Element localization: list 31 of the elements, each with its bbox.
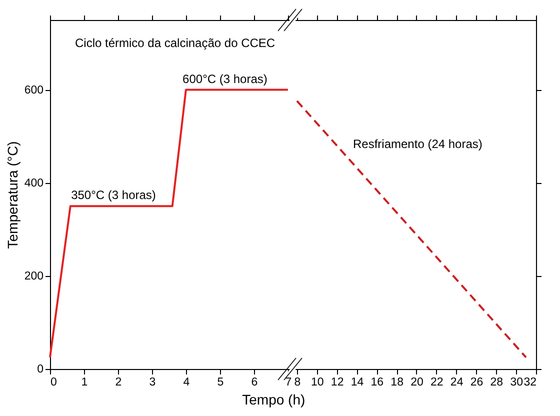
x-tick-label: 20 [410, 376, 424, 388]
x-tick-label: 2 [115, 376, 122, 388]
x-tick-label: 5 [217, 376, 224, 388]
x-tick-label: 4 [183, 376, 190, 388]
y-tick-label: 400 [24, 177, 44, 190]
x-tick-label: 10 [311, 376, 324, 388]
x-tick-label: 14 [350, 376, 364, 388]
y-tick-label: 200 [24, 270, 44, 282]
x-axis-title: Tempo (h) [242, 392, 306, 408]
x-tick-label: 18 [390, 376, 404, 388]
x-tick-label: 16 [370, 376, 384, 388]
x-tick-label: 8 [294, 376, 301, 388]
y-tick-label: 600 [24, 84, 44, 96]
annotation: Ciclo térmico da calcinação do CCEC [75, 36, 276, 50]
annotation: 350°C (3 horas) [71, 188, 156, 202]
x-tick-label: 3 [149, 376, 156, 388]
x-tick-label: 24 [450, 376, 464, 388]
x-tick-label: 7 [285, 376, 292, 388]
x-tick-label: 6 [251, 376, 258, 388]
x-tick-label: 30 [510, 376, 523, 388]
x-tick-label: 1 [81, 376, 88, 388]
x-tick-label: 32 [524, 376, 536, 388]
x-tick-label: 26 [470, 376, 484, 388]
x-tick-label: 0 [50, 376, 57, 388]
x-tick-label: 22 [430, 376, 444, 388]
annotation: 600°C (3 horas) [182, 72, 268, 86]
x-tick-label: 28 [490, 376, 504, 388]
y-axis-title: Temperatura (°C) [4, 141, 20, 249]
x-tick-label: 12 [330, 376, 344, 388]
annotation: Resfriamento (24 horas) [353, 137, 482, 151]
y-tick-label: 0 [37, 364, 44, 376]
